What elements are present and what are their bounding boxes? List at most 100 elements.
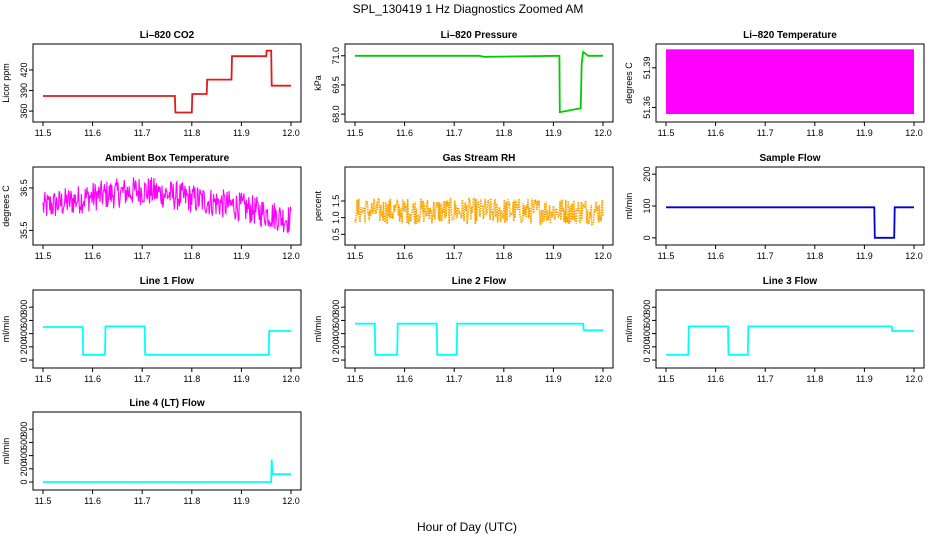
y-tick-label: 51.39 [642,57,652,80]
y-tick-label: 200 [642,167,652,182]
series-line [43,49,291,114]
x-tick-label: 11.7 [446,251,463,261]
y-tick-label: 200 [19,339,29,354]
x-tick-label: 12.0 [594,251,612,261]
x-tick-label: 11.8 [806,251,823,261]
x-tick-label: 11.6 [396,374,413,384]
panel-title: Ambient Box Temperature [105,153,230,164]
panel-title: Sample Flow [759,153,820,164]
x-tick-label: 11.5 [658,128,675,138]
panel-title: Li–820 Pressure [441,30,518,41]
x-tick-label: 11.5 [35,128,52,138]
x-tick-label: 11.9 [545,128,562,138]
panel-title: Line 4 (LT) Flow [129,398,205,409]
plot-frame [344,166,614,246]
x-tick-label: 11.7 [446,128,463,138]
y-axis-label: Licor ppm [1,63,11,103]
x-tick-label: 11.6 [707,374,724,384]
y-tick-label: 0 [642,358,652,363]
x-tick-label: 11.6 [707,128,724,138]
y-tick-label: 600 [19,435,29,450]
panel-5: Sample Flow 11.5 11.6 11.7 11.8 11.9 12.0 0 100 2… [624,153,925,261]
plot-frame [32,43,302,123]
x-tick-label: 11.6 [84,251,101,261]
y-axis-label: ml/min [1,316,11,343]
x-tick-label: 11.7 [757,251,774,261]
series-line [666,206,914,239]
series-line [42,177,292,235]
y-tick-label: 800 [331,300,341,315]
y-axis-label: degrees C [1,185,11,227]
x-tick-label: 12.0 [905,251,923,261]
y-tick-label: 1.5 [331,195,341,208]
x-tick-label: 11.8 [495,128,512,138]
x-tick-label: 11.5 [347,251,364,261]
y-tick-label: 400 [19,326,29,341]
y-tick-label: 800 [642,300,652,315]
y-axis-label: ml/min [1,438,11,465]
y-tick-label: 68.0 [331,105,341,123]
x-tick-label: 11.8 [183,251,200,261]
x-tick-label: 11.7 [446,374,463,384]
panel-0: Li–820 CO2 11.5 11.6 11.7 11.8 11.9 12.0 360 390… [1,30,302,138]
x-tick-label: 11.9 [233,496,250,506]
y-tick-label: 400 [642,326,652,341]
panel-title: Li–820 Temperature [743,30,837,41]
y-tick-label: 360 [19,104,29,119]
y-tick-label: 600 [331,313,341,328]
x-tick-label: 12.0 [594,128,612,138]
panel-9: Line 4 (LT) Flow 11.5 11.6 11.7 11.8 11.9 12.0… [1,398,302,506]
x-tick-label: 11.9 [856,251,873,261]
y-tick-label: 200 [642,339,652,354]
panel-title: Li–820 CO2 [140,30,195,41]
panels: Li–820 CO2 11.5 11.6 11.7 11.8 11.9 12.0 360 390… [1,30,925,506]
y-axis-label: kPa [313,75,323,91]
plot-frame [344,43,614,123]
x-tick-label: 11.8 [806,374,823,384]
x-tick-label: 11.5 [347,374,364,384]
y-tick-label: 0.5 [331,228,341,241]
y-tick-label: 71.0 [331,47,341,65]
x-tick-label: 11.7 [134,374,151,384]
x-tick-label: 11.5 [35,496,52,506]
panel-4: Gas Stream RH 11.5 11.6 11.7 11.8 11.9 12.0 0.5… [313,153,614,261]
y-axis-label: ml/min [313,316,323,343]
x-tick-label: 12.0 [282,374,300,384]
x-tick-label: 11.8 [495,251,512,261]
plot-frame [32,411,302,491]
x-tick-label: 11.8 [183,374,200,384]
x-tick-label: 12.0 [282,251,300,261]
x-tick-label: 11.8 [183,128,200,138]
plot-frame [32,289,302,369]
x-tick-label: 12.0 [905,374,923,384]
y-tick-label: 800 [19,300,29,315]
y-tick-label: 420 [19,62,29,77]
y-tick-label: 1.0 [331,211,341,224]
x-tick-label: 11.6 [707,251,724,261]
x-tick-label: 11.6 [396,251,413,261]
y-tick-label: 390 [19,83,29,98]
panel-3: Ambient Box Temperature 11.5 11.6 11.7 11.8 1… [1,153,302,261]
panel-6: Line 1 Flow 11.5 11.6 11.7 11.8 11.9 12.0 0 2004… [1,276,302,384]
panel-title: Line 3 Flow [763,276,818,287]
panel-2: Li–820 Temperature 11.5 11.6 11.7 11.8 11.9 12… [624,30,925,138]
y-tick-label: 400 [331,326,341,341]
x-tick-label: 11.9 [545,251,562,261]
y-tick-label: 600 [19,313,29,328]
y-tick-label: 69.5 [331,76,341,94]
series-line [355,50,603,114]
x-tick-label: 11.9 [233,128,250,138]
y-tick-label: 400 [19,448,29,463]
panel-1: Li–820 Pressure 11.5 11.6 11.7 11.8 11.9 12.0 6… [313,30,614,138]
panel-title: Line 1 Flow [140,276,195,287]
series-line [666,325,914,356]
y-tick-label: 36.5 [19,179,29,197]
x-tick-label: 11.9 [856,374,873,384]
x-tick-label: 11.8 [495,374,512,384]
x-tick-label: 11.5 [35,374,52,384]
panel-8: Line 3 Flow 11.5 11.6 11.7 11.8 11.9 12.0 0 2004… [624,276,925,384]
y-tick-label: 0 [642,235,652,240]
y-axis-label: ml/min [624,316,634,343]
x-tick-label: 11.7 [757,128,774,138]
y-tick-label: 200 [19,461,29,476]
